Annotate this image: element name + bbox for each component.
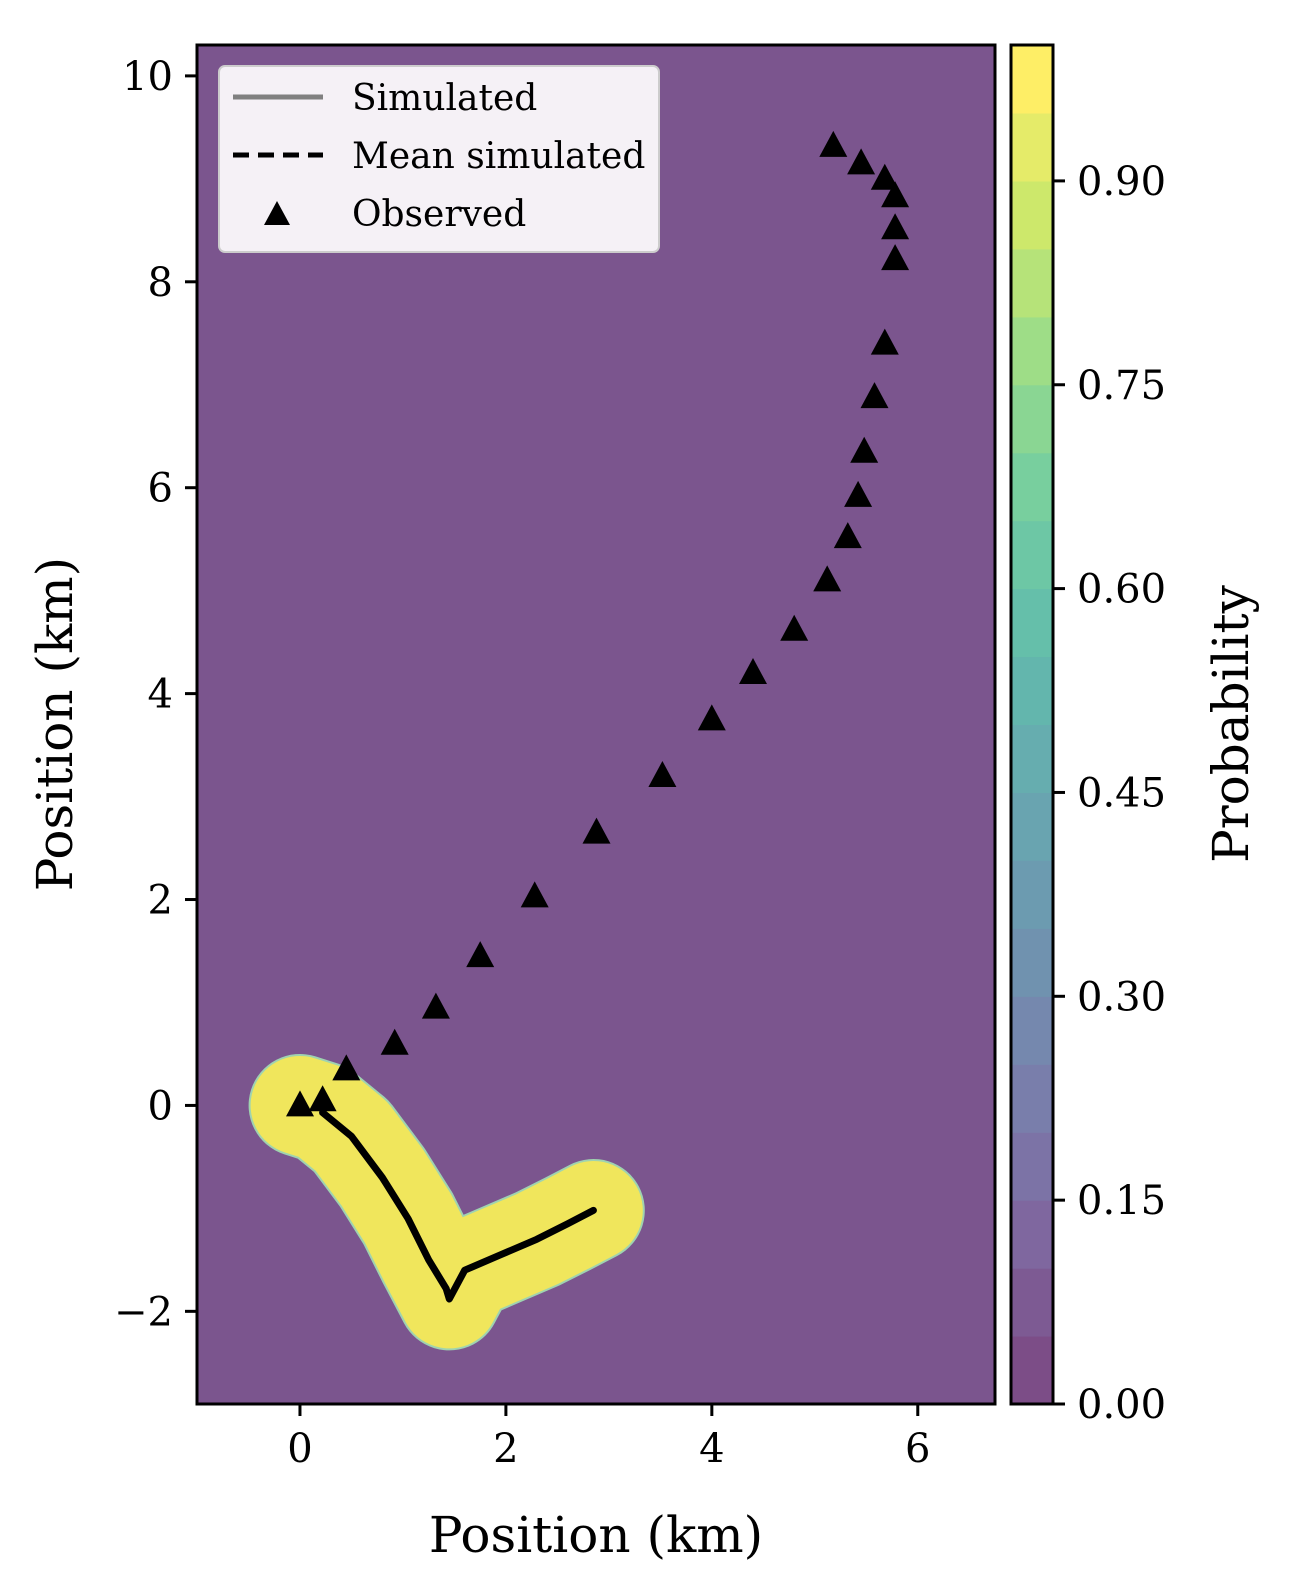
plot-frame bbox=[195, 43, 997, 1406]
observed-marker bbox=[870, 163, 899, 190]
colorbar-band bbox=[1011, 520, 1053, 590]
x-tick-label: 0 bbox=[287, 1426, 312, 1472]
observed-marker bbox=[860, 382, 889, 409]
observed-marker bbox=[844, 480, 873, 507]
observed-marker bbox=[870, 328, 899, 355]
observed-marker bbox=[833, 522, 862, 549]
observed-marker bbox=[780, 614, 809, 641]
colorbar-band bbox=[1011, 1064, 1053, 1133]
colorbar-band bbox=[1011, 996, 1053, 1065]
observed-marker bbox=[847, 148, 876, 175]
colorbar-band bbox=[1011, 316, 1053, 386]
colorbar-tick-label: 0.00 bbox=[1077, 1382, 1166, 1428]
legend-observed-label: Observed bbox=[352, 194, 526, 235]
observed-marker bbox=[648, 761, 677, 787]
colorbar-band bbox=[1011, 248, 1053, 318]
y-tick-label: −2 bbox=[114, 1289, 173, 1335]
y-tick-label: 0 bbox=[148, 1083, 173, 1129]
observed-markers bbox=[286, 130, 910, 1117]
colorbar-band bbox=[1011, 452, 1053, 522]
colorbar bbox=[1011, 45, 1053, 1405]
legend-mean-simulated-label: Mean simulated bbox=[352, 136, 645, 177]
y-tick-label: 4 bbox=[148, 672, 173, 718]
colorbar-band bbox=[1011, 1268, 1053, 1337]
colorbar-frame bbox=[1009, 43, 1055, 1406]
observed-marker bbox=[813, 565, 842, 592]
observed-marker bbox=[466, 941, 495, 968]
mean-simulated-line bbox=[319, 1109, 597, 1303]
colorbar-band bbox=[1011, 724, 1053, 793]
observed-marker bbox=[881, 244, 910, 271]
colorbar-tick-label: 0.75 bbox=[1077, 363, 1166, 409]
y-tick-label: 2 bbox=[148, 878, 173, 924]
colorbar-tick-label: 0.90 bbox=[1077, 159, 1166, 205]
colorbar-band bbox=[1011, 1132, 1053, 1201]
observed-marker bbox=[881, 181, 910, 208]
observed-marker bbox=[308, 1085, 337, 1112]
y-axis-ticks: −2 0 2 4 6 8 10 bbox=[114, 54, 197, 1335]
colorbar-band bbox=[1011, 1200, 1053, 1269]
x-axis-ticks: 0 2 4 6 bbox=[287, 1404, 931, 1472]
colorbar-title: Probability bbox=[1202, 584, 1260, 863]
colorbar-band bbox=[1011, 384, 1053, 454]
y-tick-label: 10 bbox=[122, 54, 173, 100]
observed-marker bbox=[520, 881, 549, 908]
colorbar-band bbox=[1011, 860, 1053, 929]
colorbar-band bbox=[1011, 792, 1053, 861]
legend-simulated-label: Simulated bbox=[352, 78, 537, 119]
colorbar-tick-label: 0.45 bbox=[1077, 770, 1166, 816]
observed-marker bbox=[380, 1028, 409, 1055]
y-tick-label: 8 bbox=[148, 260, 173, 306]
x-tick-label: 2 bbox=[493, 1426, 518, 1472]
colorbar-band bbox=[1011, 113, 1053, 182]
legend: Simulated Mean simulated Observed bbox=[218, 65, 660, 253]
colorbar-tick-label: 0.30 bbox=[1077, 974, 1166, 1020]
legend-box bbox=[218, 65, 660, 253]
observed-marker bbox=[881, 213, 910, 240]
colorbar-band bbox=[1011, 180, 1053, 250]
observed-marker bbox=[739, 658, 767, 684]
observed-marker bbox=[582, 817, 611, 844]
colorbar-ticks: 0.00 0.15 0.30 0.45 0.60 0.75 0.90 bbox=[1053, 159, 1166, 1428]
y-axis-title: Position (km) bbox=[26, 557, 84, 891]
colorbar-band bbox=[1011, 588, 1053, 658]
colorbar-band bbox=[1011, 656, 1053, 725]
x-axis-title: Position (km) bbox=[429, 1506, 763, 1564]
observed-marker bbox=[421, 992, 450, 1019]
legend-observed-swatch bbox=[264, 201, 290, 225]
colorbar-band bbox=[1011, 1336, 1053, 1405]
x-tick-label: 6 bbox=[905, 1426, 930, 1472]
observed-marker bbox=[819, 130, 848, 157]
y-tick-label: 6 bbox=[148, 466, 173, 512]
colorbar-tick-label: 0.15 bbox=[1077, 1178, 1166, 1224]
colorbar-band bbox=[1011, 45, 1053, 114]
x-tick-label: 4 bbox=[699, 1426, 724, 1472]
colorbar-tick-label: 0.60 bbox=[1077, 567, 1166, 613]
observed-marker bbox=[850, 436, 879, 463]
colorbar-band bbox=[1011, 928, 1053, 997]
observed-marker bbox=[697, 704, 726, 731]
observed-marker bbox=[286, 1090, 314, 1117]
observed-marker bbox=[332, 1054, 361, 1081]
